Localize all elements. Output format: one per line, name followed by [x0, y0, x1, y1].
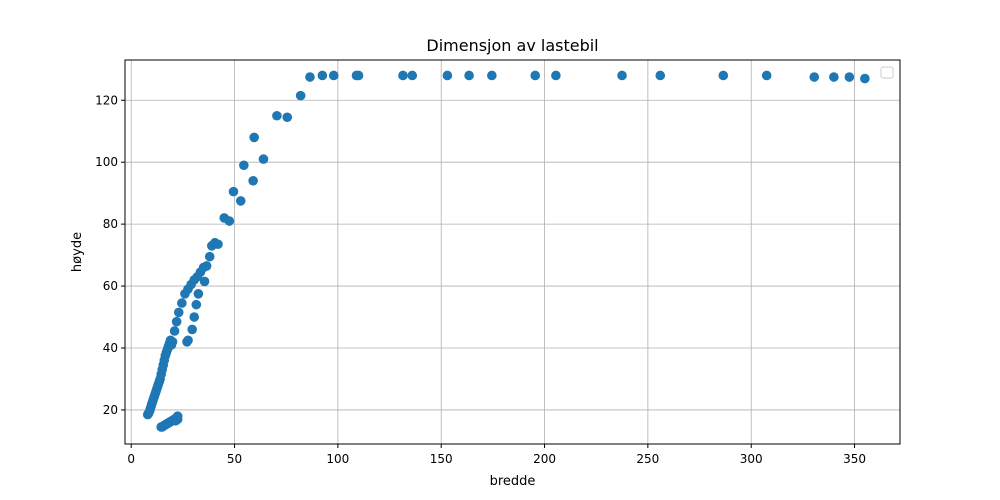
data-point: [167, 337, 178, 347]
data-point: [551, 70, 561, 81]
data-point: [353, 70, 364, 81]
y-tick-label: 20: [103, 403, 118, 417]
y-tick-label: 80: [103, 217, 118, 231]
x-tick-label: 200: [533, 452, 556, 466]
data-point: [407, 70, 418, 81]
x-tick-label: 150: [430, 452, 453, 466]
data-point: [183, 335, 193, 346]
x-tick-label: 300: [740, 452, 763, 466]
data-point: [829, 72, 839, 82]
data-point: [258, 154, 269, 164]
legend-box: [880, 66, 894, 79]
data-point: [249, 132, 259, 143]
x-tick-label: 50: [227, 452, 242, 466]
data-point: [171, 316, 182, 327]
data-point: [617, 70, 627, 81]
x-axis-label: bredde: [490, 474, 536, 489]
data-point: [295, 90, 306, 101]
data-point: [187, 324, 197, 335]
data-point: [239, 160, 249, 171]
data-point: [177, 298, 187, 308]
data-point: [305, 72, 315, 82]
data-point: [860, 73, 870, 84]
x-tick-label: 0: [127, 452, 135, 466]
data-point: [173, 307, 184, 318]
data-point: [655, 70, 666, 81]
y-tick-label: 120: [95, 93, 118, 107]
x-tick-label: 350: [843, 452, 866, 466]
grid: [125, 60, 900, 444]
data-point: [199, 276, 210, 287]
y-tick-label: 60: [103, 279, 118, 293]
chart-title: Dimensjon av lastebil: [426, 36, 598, 55]
data-point: [169, 326, 180, 336]
y-tick-label: 40: [103, 341, 118, 355]
data-point: [204, 251, 215, 262]
y-axis-ticks: 20 40 60 80 100 120: [95, 93, 125, 417]
data-point: [282, 112, 293, 123]
data-point: [191, 299, 202, 310]
data-point: [464, 70, 474, 81]
data-point: [317, 70, 328, 81]
y-axis-label: høyde: [70, 232, 85, 272]
plot-frame: [124, 59, 901, 445]
data-point: [530, 70, 541, 81]
x-tick-label: 250: [636, 452, 659, 466]
data-point: [442, 70, 453, 81]
data-points: [142, 70, 870, 432]
data-point: [487, 70, 497, 81]
data-point: [272, 110, 282, 121]
data-point: [248, 175, 258, 186]
data-point: [201, 261, 212, 271]
data-point: [193, 289, 204, 299]
y-tick-label: 100: [95, 155, 118, 169]
data-point: [718, 70, 729, 81]
data-point: [235, 196, 246, 206]
data-point: [761, 70, 772, 81]
data-point: [213, 239, 223, 250]
data-point: [398, 70, 408, 81]
data-point: [189, 312, 200, 322]
data-point: [224, 216, 235, 226]
data-point: [228, 186, 239, 197]
x-tick-label: 100: [326, 452, 349, 466]
data-point: [809, 72, 820, 82]
data-point: [328, 70, 339, 81]
data-point: [172, 411, 183, 421]
x-axis-ticks: 0 50 100 150 200 250 300 350: [127, 444, 866, 466]
data-point: [844, 72, 855, 82]
